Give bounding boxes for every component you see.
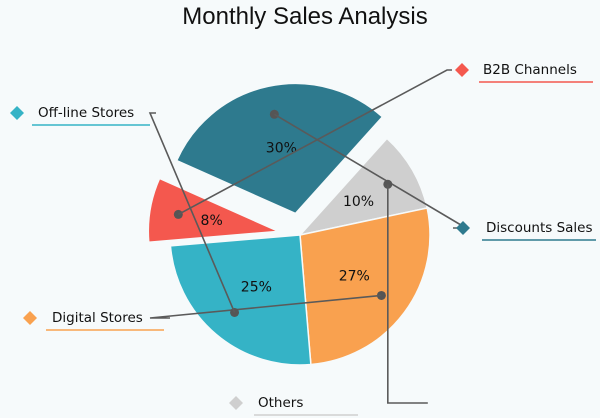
pie-slice-b2b-channels[interactable] <box>147 177 279 244</box>
slice-percent-off-line-stores: 25% <box>241 280 272 296</box>
slices-group <box>147 82 431 366</box>
slice-percent-others: 10% <box>343 194 374 210</box>
pie-slice-discounts-sales[interactable] <box>175 82 384 215</box>
slice-label-discounts-sales: Discounts Sales <box>486 220 593 236</box>
legend-marker-off-line-stores <box>10 106 24 120</box>
leader-line-others <box>387 184 428 404</box>
slice-label-digital-stores: Digital Stores <box>52 310 143 326</box>
pie-slice-digital-stores[interactable] <box>299 207 431 366</box>
slice-percent-discounts-sales: 30% <box>266 140 297 156</box>
pie-slice-others[interactable] <box>297 137 429 237</box>
leader-line-digital-stores <box>149 294 382 319</box>
leader-line-off-line-stores <box>148 112 236 313</box>
legend-marker-b2b-channels <box>455 63 469 77</box>
slice-label-b2b-channels: B2B Channels <box>483 62 577 78</box>
slice-percent-digital-stores: 27% <box>339 268 370 284</box>
annotations-group: 30% Discounts Sales 10% Others 27% Digital St… <box>10 62 596 416</box>
chart-title: Monthly Sales Analysis <box>182 3 427 30</box>
leader-line-b2b-channels <box>177 69 452 216</box>
legend-marker-discounts-sales <box>456 221 470 235</box>
slice-label-others: Others <box>258 395 303 411</box>
legend-marker-digital-stores <box>23 311 37 325</box>
slice-percent-b2b-channels: 8% <box>201 213 223 229</box>
legend-marker-others <box>229 396 243 410</box>
pie-slice-off-line-stores[interactable] <box>169 234 312 366</box>
slice-label-off-line-stores: Off-line Stores <box>38 105 134 121</box>
